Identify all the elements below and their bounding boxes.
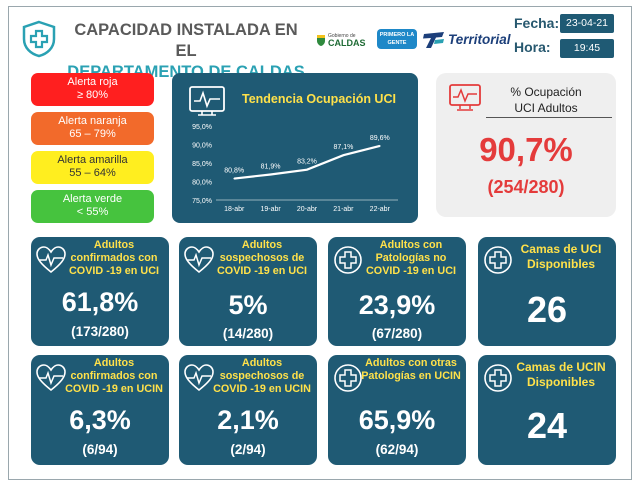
monitor-icon <box>449 84 481 111</box>
y-tick-label: 85,0% <box>192 161 212 168</box>
card-value: 24 <box>526 405 568 446</box>
card-title: Adultos sospechosos de COVID -19 en UCIN <box>213 357 311 395</box>
ocupacion-percent: 90,7% <box>479 131 573 168</box>
card-title: Adultos confirmados con COVID -19 en UCI… <box>65 357 163 395</box>
card-value: 23,9% <box>358 290 436 320</box>
heartbeat-icon <box>184 246 214 274</box>
card-confirmados-uci: Adultos confirmados con COVID -19 en UCI… <box>31 237 169 346</box>
territorial-logo: Territorial <box>422 28 511 52</box>
card-value: 65,9% <box>358 405 436 435</box>
card-fraction: (173/280) <box>71 324 129 339</box>
alert-pill-naranja: Alerta naranja 65 – 79% <box>31 112 154 145</box>
ocupacion-title-line2: UCI Adultos <box>514 101 578 115</box>
heartbeat-icon <box>36 246 66 274</box>
y-tick-label: 90,0% <box>192 143 212 150</box>
gobierno-big-text: CALDAS <box>328 38 366 48</box>
x-tick-label: 21-abr <box>333 206 354 213</box>
alert-pill-range: 55 – 64% <box>69 167 116 179</box>
card-no-covid-uci: Adultos con Patologías no COVID -19 en U… <box>328 237 466 346</box>
dashboard-frame <box>8 6 632 480</box>
hora-value: 19:45 <box>560 39 614 58</box>
card-value: 26 <box>526 289 568 330</box>
chart-title: Tendencia Ocupación UCI <box>242 92 396 106</box>
card-title: Adultos sospechosos de COVID -19 en UCI <box>217 239 307 277</box>
trend-chart-panel: 95,0% 90,0% 85,0% 80,0% 75,0% 18-abr 19-abr 20-… <box>172 73 418 223</box>
gobierno-small-text: Gobierno de <box>328 33 356 39</box>
heartbeat-icon <box>184 364 214 392</box>
medical-cross-icon <box>334 246 362 274</box>
gobierno-caldas-logo: Gobierno de CALDAS <box>316 33 372 49</box>
card-value: 61,8% <box>61 287 139 317</box>
card-fraction: (62/94) <box>375 442 419 457</box>
alert-pill-amarilla: Alerta amarilla 55 – 64% <box>31 151 154 184</box>
ocupacion-fraction: (254/280) <box>487 177 565 197</box>
territorial-mark-icon <box>423 32 444 48</box>
alert-pill-label: Alerta naranja <box>58 115 127 127</box>
card-sospechosos-ucin: Adultos sospechosos de COVID -19 en UCIN… <box>179 355 317 465</box>
data-label: 87,1% <box>333 144 353 151</box>
data-point <box>342 154 345 157</box>
alert-pill-label: Alerta amarilla <box>57 154 128 166</box>
card-value: 2,1% <box>217 405 279 435</box>
x-tick-label: 19-abr <box>260 206 281 213</box>
card-title: Camas de UCIN Disponibles <box>516 360 606 389</box>
alert-pill-roja: Alerta roja ≥ 80% <box>31 73 154 106</box>
ocupacion-title-line1: % Ocupación <box>510 85 582 99</box>
alert-pill-range: < 55% <box>76 206 109 218</box>
y-tick-label: 80,0% <box>192 180 212 187</box>
card-value: 5% <box>228 290 268 320</box>
card-title: Camas de UCI Disponibles <box>520 242 602 271</box>
alert-pill-range: 65 – 79% <box>69 128 116 140</box>
card-confirmados-ucin: Adultos confirmados con COVID -19 en UCI… <box>31 355 169 465</box>
medical-cross-icon <box>334 364 362 392</box>
hora-label: Hora: <box>514 39 551 55</box>
card-value: 6,3% <box>69 405 131 435</box>
card-sospechosos-uci: Adultos sospechosos de COVID -19 en UCI … <box>179 237 317 346</box>
x-tick-label: 22-abr <box>370 206 391 213</box>
alert-pill-verde: Alerta verde < 55% <box>31 190 154 223</box>
territorial-text: Territorial <box>448 32 511 47</box>
ocupacion-divider <box>486 117 612 118</box>
data-label: 81,9% <box>261 163 281 170</box>
card-title: Adultos con otras Patologías en UCIN <box>361 357 461 382</box>
alert-pill-label: Alerta verde <box>62 193 123 205</box>
page-title-line1: CAPACIDAD INSTALADA EN EL <box>74 21 298 60</box>
card-fraction: (67/280) <box>371 326 423 341</box>
medical-shield-icon <box>22 20 56 58</box>
heartbeat-icon <box>36 364 66 392</box>
card-fraction: (2/94) <box>230 442 266 457</box>
medical-cross-icon <box>484 246 512 274</box>
card-otras-patologias-ucin: Adultos con otras Patologías en UCIN 65,… <box>328 355 466 465</box>
data-label: 89,6% <box>370 135 390 142</box>
card-title: Adultos confirmados con COVID -19 en UCI <box>69 239 159 277</box>
card-title: Adultos con Patologías no COVID -19 en U… <box>366 239 456 277</box>
alert-pill-label: Alerta roja <box>67 76 118 88</box>
data-point <box>233 177 235 180</box>
y-tick-label: 95,0% <box>192 124 212 131</box>
y-tick-label: 75,0% <box>192 198 212 205</box>
primero-la-gente-logo: PRIMERO LA GENTE <box>377 29 417 49</box>
trend-chart: 95,0% 90,0% 85,0% 80,0% 75,0% 18-abr 19-abr 20-… <box>189 86 398 213</box>
data-label: 83,2% <box>297 159 317 166</box>
ocupacion-panel: % Ocupación UCI Adultos 90,7% (254/280) <box>436 73 616 217</box>
alert-pill-range: ≥ 80% <box>76 89 109 101</box>
card-camas-uci: Camas de UCI Disponibles 26 <box>478 237 616 346</box>
data-point <box>379 145 381 147</box>
medical-cross-icon <box>484 364 512 392</box>
card-fraction: (14/280) <box>222 326 274 341</box>
data-point <box>269 173 272 176</box>
data-label: 80,8% <box>224 168 244 175</box>
x-tick-label: 20-abr <box>297 206 318 213</box>
coat-of-arms-icon <box>317 35 325 46</box>
card-fraction: (6/94) <box>82 442 118 457</box>
fecha-value: 23-04-21 <box>560 14 614 33</box>
data-point <box>306 168 308 171</box>
monitor-icon <box>189 86 225 116</box>
card-camas-ucin: Camas de UCIN Disponibles 24 <box>478 355 616 465</box>
fecha-label: Fecha: <box>514 15 560 31</box>
x-tick-label: 18-abr <box>224 206 245 213</box>
